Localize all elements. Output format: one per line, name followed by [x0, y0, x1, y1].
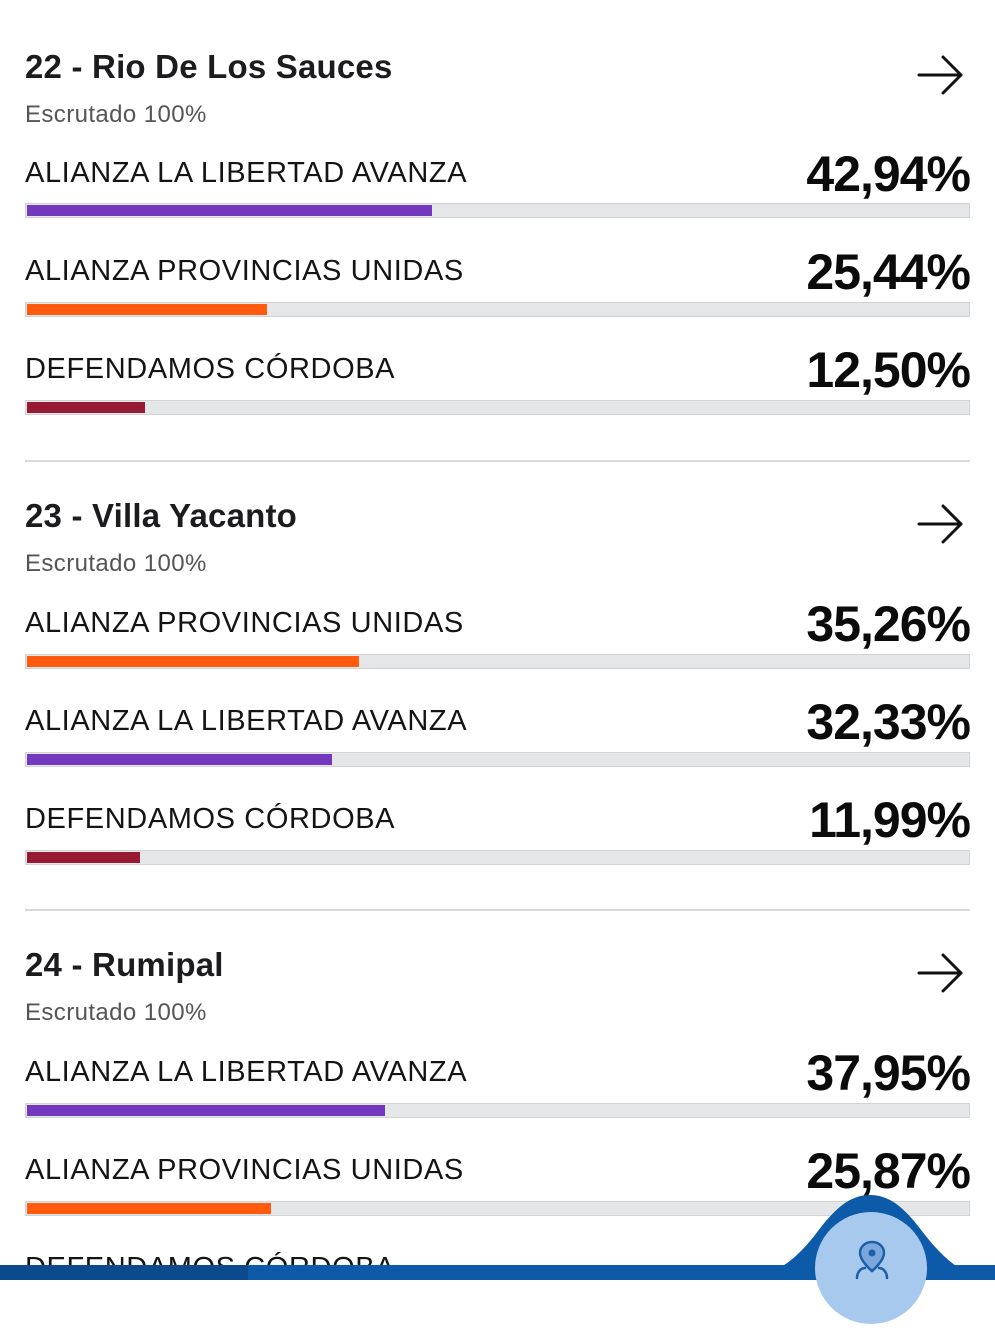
result-row: DEFENDAMOS CÓRDOBA 12,50%: [25, 342, 971, 433]
party-name: ALIANZA PROVINCIAS UNIDAS: [25, 607, 464, 639]
scrutiny-status: Escrutado 100%: [25, 999, 207, 1026]
progress-bar-track: [25, 752, 970, 767]
progress-bar-track: [25, 850, 970, 865]
scrutiny-status: Escrutado 100%: [25, 101, 207, 128]
party-name: ALIANZA LA LIBERTAD AVANZA: [25, 705, 468, 737]
locality-title: 23 - Villa Yacanto: [25, 497, 298, 534]
locality-section-rio-de-los-sauces: 22 - Rio De Los Sauces Escrutado 100% AL…: [25, 20, 971, 415]
locality-section-rumipal: 24 - Rumipal Escrutado 100% ALIANZA LA L…: [25, 918, 971, 1284]
progress-bar-track: [25, 302, 970, 317]
vote-percentage: 32,33%: [806, 694, 971, 750]
result-row: ALIANZA LA LIBERTAD AVANZA 32,33%: [25, 694, 971, 785]
vote-percentage: 11,99%: [809, 792, 971, 848]
scrutiny-status: Escrutado 100%: [25, 550, 207, 577]
party-name: ALIANZA LA LIBERTAD AVANZA: [25, 157, 468, 189]
section-header: 23 - Villa Yacanto Escrutado 100%: [25, 469, 970, 577]
progress-bar-track: [25, 1201, 970, 1216]
vote-percentage: 35,26%: [806, 596, 971, 652]
locality-section-villa-yacanto: 23 - Villa Yacanto Escrutado 100% ALIANZ…: [25, 469, 971, 865]
locality-title: 24 - Rumipal: [25, 946, 224, 983]
arrow-right-icon: [917, 504, 963, 544]
progress-bar-fill: [27, 754, 332, 765]
party-name: ALIANZA PROVINCIAS UNIDAS: [25, 1154, 464, 1186]
result-row: DEFENDAMOS CÓRDOBA 11,99%: [25, 792, 971, 883]
result-row: ALIANZA LA LIBERTAD AVANZA 42,94%: [25, 146, 971, 237]
vote-percentage: 25,44%: [806, 244, 971, 300]
vote-percentage: 12,50%: [806, 342, 971, 398]
arrow-right-icon: [917, 953, 963, 993]
result-row: ALIANZA PROVINCIAS UNIDAS 35,26%: [25, 596, 971, 687]
result-row: ALIANZA PROVINCIAS UNIDAS 25,87%: [25, 1143, 971, 1234]
open-locality-button[interactable]: [916, 52, 966, 98]
party-name: DEFENDAMOS CÓRDOBA: [25, 803, 396, 835]
party-name: ALIANZA PROVINCIAS UNIDAS: [25, 255, 464, 287]
progress-bar-track: [25, 654, 970, 669]
progress-bar-fill: [27, 1203, 271, 1214]
section-divider: [25, 460, 970, 462]
progress-bar-fill: [27, 852, 140, 863]
location-pin-people-icon: [855, 1240, 889, 1280]
vote-percentage: 25,87%: [806, 1143, 971, 1199]
progress-bar-fill: [27, 205, 432, 216]
section-divider: [25, 909, 970, 911]
progress-bar-track: [25, 203, 970, 218]
vote-percentage: 42,94%: [806, 146, 971, 202]
progress-bar-fill: [27, 402, 145, 413]
bottom-nav-segment: [0, 1265, 248, 1280]
party-name: DEFENDAMOS CÓRDOBA: [25, 353, 396, 385]
vote-percentage: 37,95%: [806, 1045, 971, 1101]
progress-bar-track: [25, 400, 970, 415]
progress-bar-fill: [27, 304, 267, 315]
progress-bar-fill: [27, 1105, 385, 1116]
party-name: ALIANZA LA LIBERTAD AVANZA: [25, 1056, 468, 1088]
section-header: 24 - Rumipal Escrutado 100%: [25, 918, 970, 1026]
progress-bar-fill: [27, 656, 359, 667]
progress-bar-track: [25, 1103, 970, 1118]
locality-title: 22 - Rio De Los Sauces: [25, 48, 393, 85]
section-header: 22 - Rio De Los Sauces Escrutado 100%: [25, 20, 970, 128]
result-row: ALIANZA PROVINCIAS UNIDAS 25,44%: [25, 244, 971, 335]
open-locality-button[interactable]: [916, 950, 966, 996]
open-locality-button[interactable]: [916, 501, 966, 547]
bottom-navigation-bar: [0, 1265, 995, 1280]
result-row: ALIANZA LA LIBERTAD AVANZA 37,95%: [25, 1045, 971, 1136]
arrow-right-icon: [917, 55, 963, 95]
